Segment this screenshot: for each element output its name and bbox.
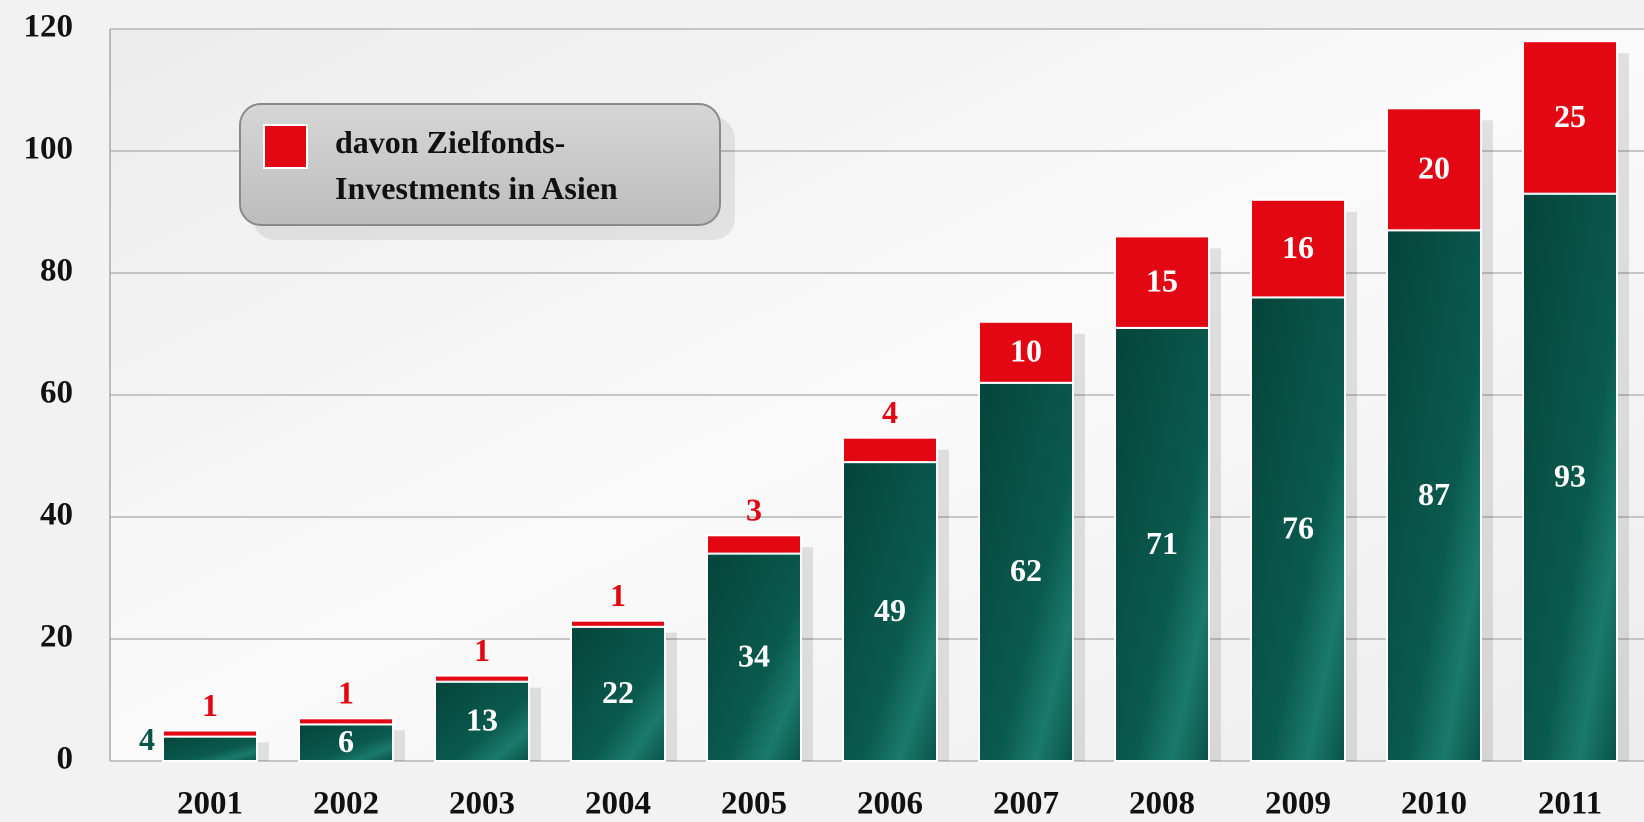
bar-segment [706, 552, 802, 762]
x-tick-label: 2008 [1129, 786, 1195, 822]
bar-segment [162, 735, 258, 762]
x-tick-label: 2009 [1265, 786, 1331, 822]
value-label: 15 [1146, 262, 1178, 298]
bar-segment [298, 717, 394, 726]
value-label: 93 [1554, 458, 1586, 494]
y-tick-label: 0 [57, 741, 74, 777]
bar-segment [1250, 198, 1346, 299]
value-label: 1 [474, 632, 490, 668]
bar-segment [1522, 192, 1618, 762]
bar-segment [1114, 326, 1210, 762]
bar-segment [434, 680, 530, 763]
value-label: 87 [1418, 476, 1450, 512]
bar-segment [706, 534, 802, 555]
bar-segment [298, 723, 394, 763]
bar-segment [1250, 296, 1346, 762]
x-tick-label: 2003 [449, 786, 515, 822]
bar-segment [1114, 235, 1210, 329]
legend-swatch [263, 124, 308, 169]
value-label: 4 [139, 721, 155, 757]
x-tick-label: 2011 [1538, 786, 1602, 822]
value-label: 4 [882, 394, 898, 430]
x-tick-label: 2005 [721, 786, 787, 822]
y-tick-label: 120 [24, 9, 74, 45]
y-tick-label: 40 [40, 497, 73, 533]
value-label: 76 [1282, 510, 1314, 546]
x-tick-label: 2004 [585, 786, 651, 822]
value-label: 1 [610, 577, 626, 613]
bar-segment [162, 729, 258, 738]
value-label: 1 [202, 687, 218, 723]
bar-segment [978, 320, 1074, 384]
bar-segment [570, 619, 666, 628]
bar-segment [978, 381, 1074, 762]
value-label: 1 [338, 675, 354, 711]
bar-segment [842, 436, 938, 464]
value-label: 20 [1418, 150, 1450, 186]
legend: davon Zielfonds-Investments in Asien [239, 103, 721, 226]
legend-label: davon Zielfonds-Investments in Asien [335, 124, 618, 206]
x-tick-label: 2001 [177, 786, 243, 822]
value-label: 3 [746, 492, 762, 528]
y-tick-label: 100 [24, 131, 74, 167]
x-tick-label: 2006 [857, 786, 923, 822]
x-tick-label: 2002 [313, 786, 379, 822]
value-label: 10 [1010, 333, 1042, 369]
value-label: 13 [466, 702, 498, 738]
value-label: 49 [874, 592, 906, 628]
value-label: 22 [602, 674, 634, 710]
bar-segment [1386, 107, 1482, 232]
y-tick-label: 60 [40, 375, 73, 411]
bar-segment [1522, 40, 1618, 195]
value-label: 16 [1282, 229, 1314, 265]
bar-segment [434, 674, 530, 683]
bar-segment [842, 461, 938, 762]
y-tick-label: 80 [40, 253, 73, 289]
value-label: 6 [338, 723, 354, 759]
y-tick-label: 20 [40, 619, 73, 655]
value-label: 34 [738, 638, 770, 674]
value-label: 25 [1554, 98, 1586, 134]
value-label: 62 [1010, 552, 1042, 588]
x-tick-label: 2007 [993, 786, 1059, 822]
x-tick-label: 2010 [1401, 786, 1467, 822]
value-label: 71 [1146, 525, 1178, 561]
